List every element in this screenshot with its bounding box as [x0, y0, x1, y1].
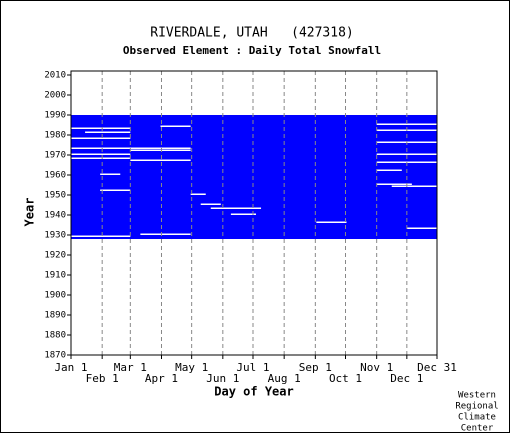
missing-gap: [130, 149, 191, 151]
y-tick-label: 1900: [44, 291, 66, 301]
missing-gap: [391, 185, 437, 187]
x-tick-label: Dec 1: [390, 372, 423, 385]
footer-line: Climate: [458, 413, 496, 423]
footer-line: Western: [458, 391, 496, 401]
missing-gap: [190, 193, 206, 195]
y-tick-label: 1970: [44, 151, 66, 161]
missing-gap: [130, 159, 191, 161]
missing-gap: [316, 221, 347, 223]
missing-gap: [71, 235, 131, 237]
y-tick-label: 1920: [44, 251, 66, 261]
missing-gap: [71, 137, 131, 139]
x-tick-label: May 1: [175, 361, 208, 374]
coverage-block: [71, 115, 437, 239]
x-tick-label: Sep 1: [299, 361, 332, 374]
missing-gap: [200, 203, 221, 205]
missing-gap: [71, 147, 191, 149]
missing-gap: [210, 207, 262, 209]
missing-gap: [376, 153, 437, 155]
y-axis-label: Year: [23, 198, 37, 227]
missing-gap: [71, 157, 131, 159]
x-tick-label: Apr 1: [145, 372, 178, 385]
y-tick-label: 2000: [44, 91, 66, 101]
x-tick-label: Jun 1: [206, 372, 239, 385]
x-tick-label: Jul 1: [236, 361, 269, 374]
y-tick-label: 1880: [44, 331, 66, 341]
chart-title: RIVERDALE, UTAH (427318): [150, 26, 354, 41]
missing-gap: [160, 125, 191, 127]
y-tick-label: 1960: [44, 171, 66, 181]
missing-gap: [230, 213, 257, 215]
x-tick-label: Jan 1: [54, 361, 87, 374]
y-tick-label: 1870: [44, 351, 66, 361]
y-tick-label: 1910: [44, 271, 66, 281]
missing-gap: [376, 169, 402, 171]
y-tick-label: 1930: [44, 231, 66, 241]
y-tick-label: 1950: [44, 191, 66, 201]
y-tick-label: 1980: [44, 131, 66, 141]
missing-gap: [376, 123, 437, 125]
footer-line: Regional: [455, 402, 498, 412]
y-tick-label: 1890: [44, 311, 66, 321]
y-tick-label: 2010: [44, 71, 66, 81]
missing-gap: [406, 227, 437, 229]
missing-gap: [100, 189, 131, 191]
plot-border: [70, 70, 438, 356]
x-tick-label: Aug 1: [268, 372, 301, 385]
missing-gap: [71, 127, 131, 129]
missing-gap: [376, 183, 412, 185]
y-tick-label: 1940: [44, 211, 66, 221]
footer-line: Center: [461, 424, 494, 433]
missing-gap: [71, 153, 131, 155]
chart-subtitle: Observed Element : Daily Total Snowfall: [123, 44, 381, 57]
x-tick-label: Dec 31: [417, 361, 457, 374]
missing-gap: [140, 233, 191, 235]
x-tick-label: Feb 1: [86, 372, 119, 385]
missing-gap: [85, 131, 131, 133]
missing-gap: [100, 173, 121, 175]
x-axis-label: Day of Year: [214, 385, 293, 399]
y-tick-label: 1990: [44, 111, 66, 121]
x-tick-label: Nov 1: [360, 361, 393, 374]
x-tick-label: Oct 1: [329, 372, 362, 385]
x-tick-label: Mar 1: [114, 361, 147, 374]
